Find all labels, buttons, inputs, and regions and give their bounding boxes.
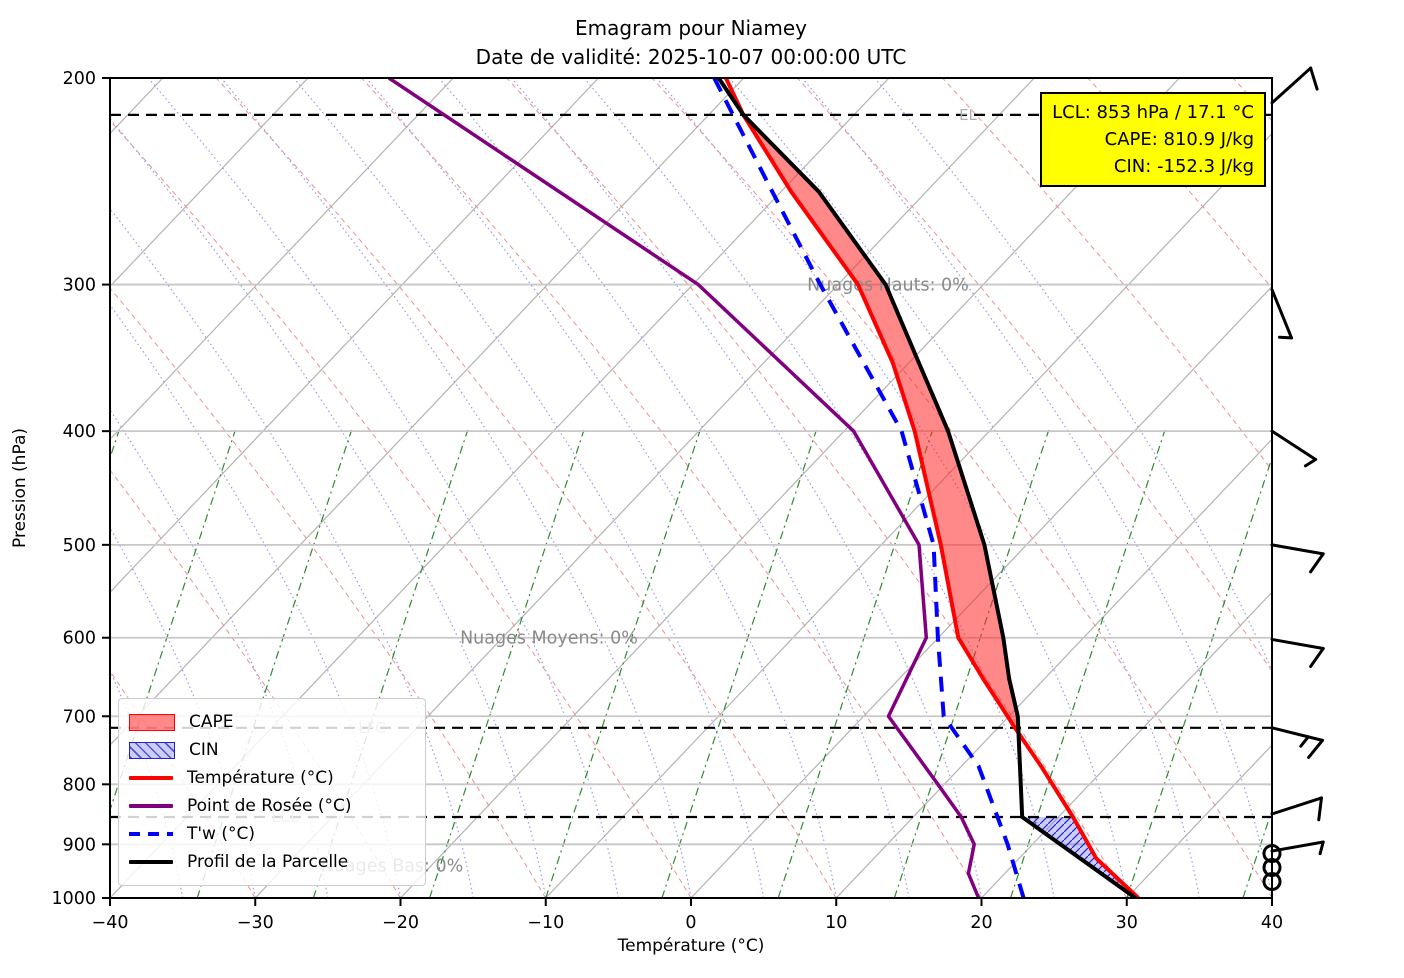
- cape-value: CAPE: 810.9 J/kg: [1104, 129, 1254, 150]
- profile-curves: [387, 78, 1140, 898]
- wind-barb-1: [1270, 288, 1293, 340]
- legend-item-cin: CIN: [129, 736, 413, 764]
- x-tick-label: −40: [92, 913, 129, 933]
- wind-barb-3: [1270, 543, 1325, 574]
- wind-barbs: [1262, 66, 1325, 892]
- cin-value: CIN: -152.3 J/kg: [1113, 156, 1254, 177]
- legend-item-wetbulb: T'w (°C): [129, 820, 413, 848]
- y-axis-label: Pression (hPa): [10, 428, 30, 548]
- el-label: EL: [959, 106, 977, 124]
- cape-swatch: [129, 713, 175, 731]
- legend-item-temperature: Température (°C): [129, 764, 413, 792]
- wind-barb-6: [1270, 796, 1323, 822]
- wind-barb-2: [1270, 429, 1318, 468]
- parcel-curve: [716, 78, 1137, 898]
- legend-label: CAPE: [189, 712, 234, 732]
- legend: CAPE CIN Température (°C) Point de Rosée…: [118, 698, 426, 886]
- legend-item-cape: CAPE: [129, 708, 413, 736]
- temperature-line-swatch: [129, 776, 173, 780]
- x-tick-label: 10: [825, 913, 847, 933]
- legend-label: CIN: [189, 740, 219, 760]
- x-tick-label: −30: [237, 913, 274, 933]
- temperature-curve: [724, 78, 1140, 898]
- mixing-ratio-lines: [110, 429, 1272, 898]
- x-tick-label: 20: [970, 913, 992, 933]
- legend-item-dewpoint: Point de Rosée (°C): [129, 792, 413, 820]
- wind-barb-5: [1270, 726, 1324, 759]
- y-tick-label: 200: [63, 69, 96, 89]
- chart-subtitle: Date de validité: 2025-10-07 00:00:00 UT…: [475, 45, 907, 69]
- y-tick-label: 900: [63, 835, 96, 855]
- wind-barb-8: [1262, 844, 1282, 892]
- cin-swatch: [129, 741, 175, 759]
- legend-label: Profil de la Parcelle: [187, 852, 349, 872]
- legend-label: Température (°C): [187, 768, 334, 788]
- y-tick-label: 800: [63, 775, 96, 795]
- x-tick-label: 40: [1261, 913, 1283, 933]
- y-tick-label: 400: [63, 422, 96, 442]
- cloud-label-1: Nuages Moyens: 0%: [460, 629, 638, 649]
- x-axis-label: Température (°C): [617, 936, 765, 956]
- y-tick-label: 300: [63, 276, 96, 296]
- legend-item-parcel: Profil de la Parcelle: [129, 848, 413, 876]
- dewpoint-line-swatch: [129, 804, 173, 808]
- wind-barb-4: [1270, 637, 1325, 668]
- x-tick-label: −10: [527, 913, 564, 933]
- legend-label: Point de Rosée (°C): [187, 796, 352, 816]
- thermo-indices-box: LCL: 853 hPa / 17.1 °C CAPE: 810.9 J/kg …: [1040, 92, 1266, 187]
- y-tick-label: 1000: [51, 889, 96, 909]
- chart-title: Emagram pour Niamey: [575, 16, 807, 40]
- cape-area: [743, 114, 1019, 728]
- wind-barb-0: [1270, 66, 1319, 105]
- lcl-value: LCL: 853 hPa / 17.1 °C: [1052, 102, 1254, 123]
- x-tick-label: −20: [382, 913, 419, 933]
- x-tick-label: 0: [685, 913, 696, 933]
- y-tick-label: 600: [63, 629, 96, 649]
- x-tick-label: 30: [1116, 913, 1138, 933]
- chart-title-block: Emagram pour Niamey Date de validité: 20…: [110, 14, 1272, 72]
- parcel-line-swatch: [129, 860, 173, 864]
- y-tick-label: 500: [63, 536, 96, 556]
- wetbulb-curve: [712, 78, 1026, 898]
- legend-label: T'w (°C): [187, 824, 255, 844]
- dewpoint-curve: [387, 78, 981, 898]
- axes-frame: −40 −30 −20 −10 0 10 20 30 40 200 300 400 500 600 700 8…: [51, 69, 1283, 933]
- wetbulb-line-swatch: [129, 832, 173, 836]
- y-tick-label: 700: [63, 707, 96, 727]
